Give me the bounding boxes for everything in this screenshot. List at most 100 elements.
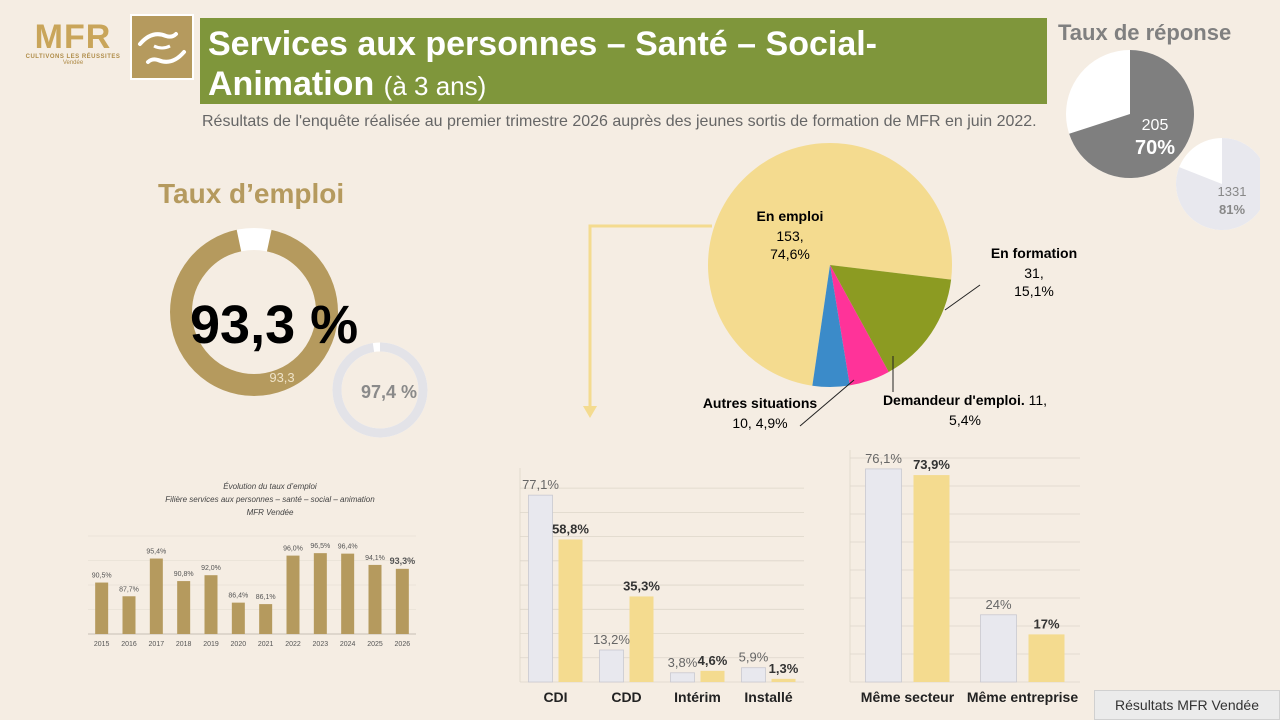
bar bbox=[980, 614, 1017, 683]
bar-value-label: 35,3% bbox=[623, 578, 660, 593]
employment-rate-heading: Taux d’emploi bbox=[158, 178, 345, 209]
evolution-bar bbox=[259, 604, 273, 634]
bar bbox=[1028, 634, 1065, 682]
same-sector-chart: 76,1% 73,9% Même secteur 24% 17% Même entrepr… bbox=[849, 450, 1080, 705]
pie-arrow-line bbox=[588, 224, 712, 414]
evolution-tick-label: 2016 bbox=[121, 641, 137, 648]
secondary-ring-fill bbox=[332, 342, 428, 438]
evolution-bar bbox=[341, 553, 355, 634]
evolution-tick-label: 2023 bbox=[313, 641, 329, 648]
pie-label-value: 31, bbox=[1024, 265, 1043, 281]
pie-label-category: Autres situations bbox=[703, 395, 818, 411]
bar-value-label: 13,2% bbox=[593, 632, 630, 647]
response-pie-main: 205 70% bbox=[1066, 50, 1194, 178]
response-main-count: 205 bbox=[1142, 117, 1169, 134]
pie-slice bbox=[708, 142, 952, 386]
evolution-bar-label: 96,4% bbox=[338, 544, 358, 551]
bar bbox=[599, 649, 624, 683]
response-secondary-pct: 81% bbox=[1219, 202, 1245, 217]
bar bbox=[558, 539, 583, 682]
leader-line bbox=[944, 284, 981, 311]
mfr-logo: MFR CULTIVONS LES RÉUSSITES Vendée bbox=[18, 20, 128, 80]
evolution-bar bbox=[149, 558, 163, 634]
response-rate-charts: 205 70% 1331 81% bbox=[1066, 50, 1260, 230]
employment-ring-fill bbox=[170, 228, 338, 396]
page-subtitle: Résultats de l'enquête réalisée au premi… bbox=[202, 113, 1037, 130]
evolution-bar bbox=[231, 602, 245, 634]
pie-label-category: En formation bbox=[991, 245, 1077, 261]
evolution-tick-label: 2017 bbox=[149, 641, 165, 648]
bar-value-label: 58,8% bbox=[552, 521, 589, 536]
evolution-bar-label: 96,5% bbox=[310, 543, 330, 550]
evolution-bar bbox=[368, 564, 382, 634]
evolution-tick-label: 2019 bbox=[203, 641, 219, 648]
category-label: Même secteur bbox=[861, 689, 955, 705]
logo-text: MFR bbox=[34, 18, 112, 56]
pie-label-value: 10, 4,9% bbox=[732, 415, 787, 431]
bar-value-label: 5,9% bbox=[739, 650, 769, 665]
evolution-bar-label: 93,3% bbox=[390, 556, 416, 566]
response-pie-secondary: 1331 81% bbox=[1176, 138, 1260, 230]
leader-line bbox=[799, 379, 855, 427]
secondary-rate-value: 97,4 % bbox=[361, 382, 417, 402]
response-secondary-count: 1331 bbox=[1218, 184, 1247, 199]
title-band bbox=[200, 18, 1047, 104]
category-label: Même entreprise bbox=[967, 689, 1078, 705]
pie-label-category: Demandeur d'emploi. 11, bbox=[883, 392, 1047, 408]
bar bbox=[700, 670, 725, 682]
evolution-subtitle: Filière services aux personnes – santé –… bbox=[165, 495, 375, 504]
page-title: Services aux personnes – Santé – Social-… bbox=[208, 24, 1038, 106]
bar-value-label: 1,3% bbox=[769, 661, 799, 676]
pie-label-value: 5,4% bbox=[949, 412, 981, 428]
contract-type-chart: 77,1% 58,8% CDI 13,2% 35,3% CDD 3,8% 4,6% Intéri… bbox=[519, 468, 804, 705]
employment-rate-rings: 93,3 97,4 % bbox=[170, 228, 428, 438]
title-main: Services aux personnes – Santé – Social-… bbox=[208, 25, 877, 103]
pie-slice bbox=[830, 265, 952, 372]
evolution-bar-label: 90,5% bbox=[92, 573, 112, 580]
hands-icon bbox=[130, 14, 194, 80]
evolution-bar-label: 87,7% bbox=[119, 586, 139, 593]
category-label: CDD bbox=[611, 689, 641, 705]
bar-value-label: 76,1% bbox=[865, 451, 902, 466]
evolution-bar-label: 86,4% bbox=[228, 593, 248, 600]
evolution-bar bbox=[122, 596, 136, 634]
bar-value-label: 3,8% bbox=[668, 655, 698, 670]
bar-value-label: 4,6% bbox=[698, 653, 728, 668]
pie-slice bbox=[812, 265, 850, 387]
response-pie-secondary-slice bbox=[1176, 138, 1260, 230]
bar bbox=[528, 494, 553, 683]
evolution-tick-label: 2026 bbox=[395, 641, 411, 648]
evolution-tick-label: 2024 bbox=[340, 641, 356, 648]
bar-value-label: 24% bbox=[985, 597, 1011, 612]
evolution-bar-label: 95,4% bbox=[146, 549, 166, 556]
evolution-bar-label: 94,1% bbox=[365, 555, 385, 562]
bar bbox=[771, 678, 796, 682]
evolution-bar-label: 86,1% bbox=[256, 594, 276, 601]
evolution-tick-label: 2021 bbox=[258, 641, 274, 648]
category-label: Intérim bbox=[674, 689, 721, 705]
evolution-title: Évolution du taux d’emploi bbox=[223, 482, 317, 491]
category-label: Installé bbox=[744, 689, 792, 705]
category-label: CDI bbox=[543, 689, 567, 705]
bar bbox=[913, 475, 950, 682]
logo-tagline: CULTIVONS LES RÉUSSITES bbox=[25, 54, 121, 60]
pie-label-category: En emploi bbox=[757, 208, 824, 224]
evolution-bar bbox=[177, 581, 191, 634]
evolution-source: MFR Vendée bbox=[247, 508, 294, 517]
employment-rate-value: 93,3 % bbox=[190, 295, 359, 355]
pie-arrow-head bbox=[583, 406, 597, 418]
evolution-bar-label: 96,0% bbox=[283, 546, 303, 553]
bar-value-label: 77,1% bbox=[522, 477, 559, 492]
bar bbox=[670, 672, 695, 683]
evolution-bar bbox=[395, 568, 409, 634]
pie-label-value: 74,6% bbox=[770, 246, 810, 262]
bar bbox=[741, 667, 766, 683]
title-suffix: (à 3 ans) bbox=[383, 71, 487, 101]
evolution-tick-label: 2020 bbox=[231, 641, 247, 648]
bar-value-label: 17% bbox=[1033, 616, 1059, 631]
status-pie-chart: En emploi 153, 74,6% En formation 31, 15,1% De… bbox=[583, 142, 1077, 431]
employment-ring-label: 93,3 bbox=[269, 370, 294, 385]
evolution-bar-label: 90,8% bbox=[174, 571, 194, 578]
bar bbox=[865, 468, 902, 683]
pie-label-value: 153, bbox=[776, 228, 803, 244]
